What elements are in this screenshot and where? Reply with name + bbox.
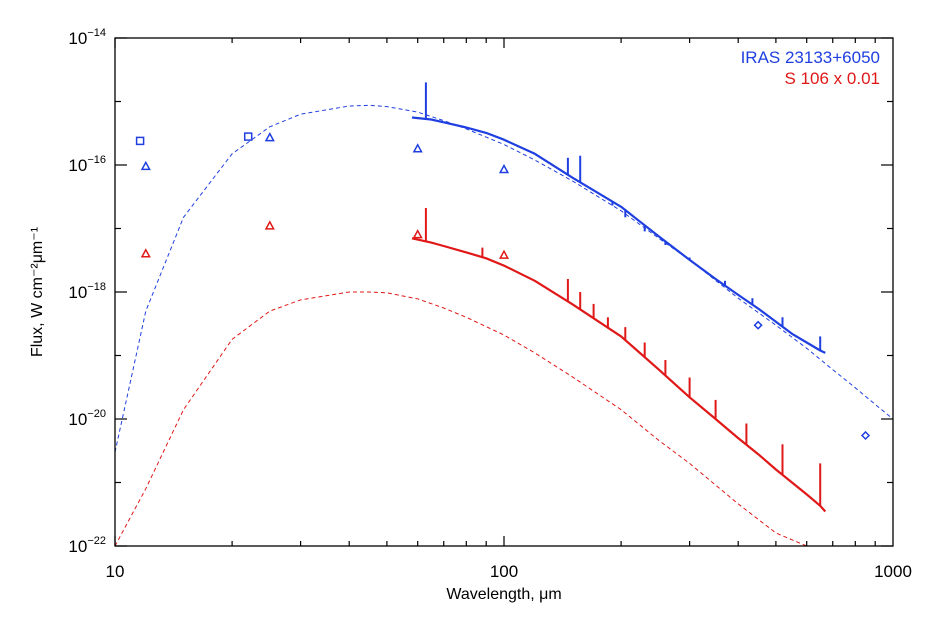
x-tick-label: 1000 — [874, 562, 912, 581]
square-marker-iras — [243, 132, 253, 141]
photometry-points — [135, 132, 871, 441]
y-tick-label: 10−22 — [68, 535, 106, 556]
triangle-marker-iras — [412, 143, 423, 153]
diamond-marker-iras — [860, 430, 871, 441]
triangle-marker-s106 — [140, 248, 151, 258]
x-axis-label: Wavelength, μm — [446, 586, 561, 603]
axes-ticks: 10 100 1000 10−22 10−20 10−18 10−16 10−14 — [68, 27, 912, 581]
square-marker-iras — [135, 136, 145, 146]
triangle-marker-s106 — [498, 249, 510, 259]
spectrum-s106 — [411, 237, 827, 513]
y-tick-label: 10−18 — [68, 281, 106, 302]
x-tick-label: 100 — [490, 562, 518, 581]
model-fit-iras — [114, 104, 894, 453]
x-tick-label: 10 — [106, 562, 125, 581]
y-tick-label: 10−16 — [68, 154, 106, 175]
triangle-marker-iras — [140, 160, 151, 171]
legend-entry-iras: IRAS 23133+6050 — [741, 48, 880, 67]
spectra-curves — [411, 82, 827, 513]
triangle-marker-iras — [264, 132, 275, 142]
y-tick-label: 10−14 — [68, 27, 106, 48]
model-curves — [114, 104, 894, 547]
spectrum-iras — [411, 116, 826, 354]
diamond-marker-iras — [753, 320, 763, 330]
y-axis-label: Flux, W cm⁻²μm⁻¹ — [29, 227, 46, 357]
y-tick-label: 10−20 — [68, 408, 106, 429]
model-fit-s106 — [114, 291, 856, 547]
triangle-marker-s106 — [264, 220, 275, 230]
triangle-marker-iras — [498, 163, 510, 174]
legend-entry-s106: S 106 x 0.01 — [785, 69, 880, 88]
triangle-marker-s106 — [412, 229, 423, 239]
